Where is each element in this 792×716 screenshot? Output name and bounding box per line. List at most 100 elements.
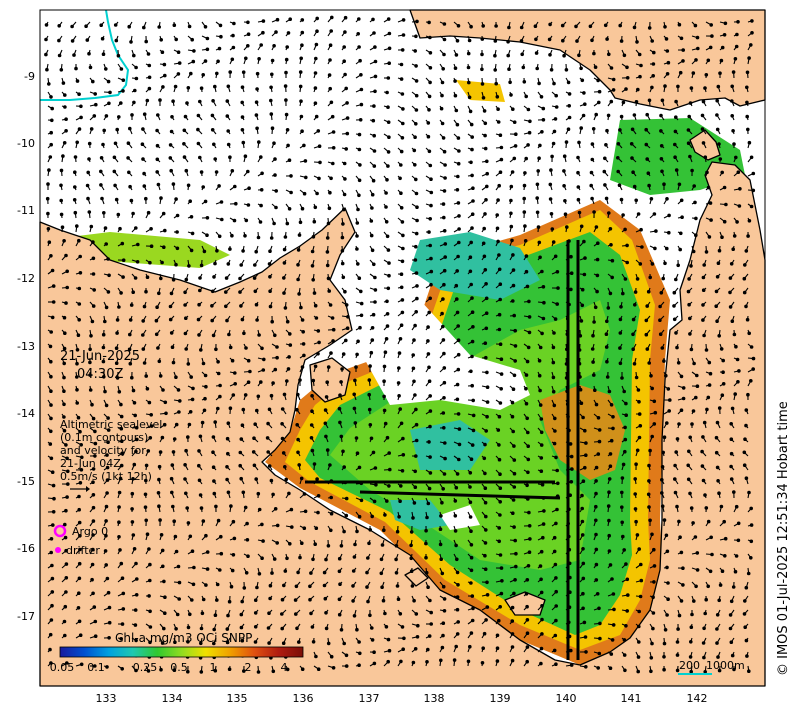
velocity-arrow-head — [268, 304, 273, 309]
velocity-arrow-head — [353, 542, 357, 547]
velocity-arrow-head — [188, 410, 193, 414]
velocity-arrow-head — [257, 140, 261, 144]
velocity-arrow-head — [538, 143, 542, 148]
velocity-arrow-head — [527, 510, 531, 515]
velocity-arrow-head — [498, 170, 503, 174]
velocity-arrow-head — [280, 626, 285, 631]
velocity-arrow-head — [340, 261, 345, 266]
velocity-arrow-head — [443, 255, 448, 259]
velocity-arrow-head — [660, 465, 665, 469]
velocity-arrow-head — [326, 641, 331, 646]
velocity-arrow-head — [652, 422, 657, 426]
velocity-arrow-head — [470, 135, 475, 139]
velocity-arrow-head — [692, 361, 696, 366]
velocity-arrow-head — [370, 638, 375, 642]
velocity-arrow-head — [229, 584, 234, 589]
velocity-arrow-head — [254, 408, 259, 413]
velocity-arrow-head — [471, 325, 475, 329]
velocity-arrow-head — [134, 561, 138, 566]
velocity-arrow-head — [171, 278, 176, 282]
velocity-arrow-head — [78, 534, 82, 538]
velocity-arrow-head — [744, 304, 748, 309]
velocity-arrow-head — [331, 666, 336, 670]
velocity-arrow-head — [91, 480, 95, 485]
velocity-arrow-head — [578, 387, 583, 392]
velocity-arrow-head — [500, 579, 504, 583]
velocity-arrow-head — [590, 38, 594, 43]
velocity-arrow-head — [241, 249, 245, 253]
velocity-arrow-head — [496, 239, 500, 244]
velocity-arrow-head — [594, 562, 599, 567]
velocity-arrow-head — [677, 182, 682, 187]
velocity-arrow-head — [197, 463, 201, 468]
velocity-arrow-head — [213, 84, 217, 89]
velocity-arrow-head — [509, 224, 514, 229]
velocity-arrow-head — [715, 319, 719, 324]
velocity-arrow-head — [506, 39, 510, 44]
velocity-arrow-head — [535, 210, 540, 215]
velocity-arrow-head — [59, 212, 64, 217]
velocity-arrow-head — [341, 352, 346, 356]
velocity-arrow-head — [63, 331, 67, 336]
velocity-arrow-head — [664, 37, 669, 41]
velocity-arrow-head — [443, 176, 447, 180]
velocity-arrow-head — [189, 375, 193, 379]
velocity-arrow-head — [522, 210, 527, 214]
velocity-arrow-head — [742, 612, 747, 616]
velocity-arrow-head — [540, 130, 544, 134]
velocity-arrow-head — [226, 84, 231, 89]
velocity-arrow-head — [49, 537, 54, 541]
velocity-arrow-head — [484, 198, 488, 202]
velocity-arrow-head — [619, 197, 624, 202]
velocity-arrow-head — [635, 533, 640, 537]
velocity-arrow-head — [604, 196, 609, 201]
velocity-arrow-head — [199, 670, 204, 674]
velocity-arrow-head — [645, 112, 650, 117]
velocity-arrow-head — [64, 508, 68, 513]
velocity-arrow-head — [730, 406, 735, 411]
velocity-arrow-head — [751, 367, 756, 371]
velocity-arrow-head — [441, 621, 446, 626]
velocity-arrow-head — [144, 518, 148, 523]
velocity-arrow-head — [357, 663, 361, 668]
velocity-arrow-head — [203, 199, 208, 204]
velocity-arrow-head — [100, 196, 104, 201]
velocity-arrow-head — [65, 269, 69, 274]
velocity-arrow-head — [226, 490, 231, 495]
velocity-arrow-head — [401, 647, 406, 652]
velocity-arrow-head — [540, 632, 544, 636]
velocity-arrow-head — [454, 543, 458, 548]
velocity-arrow-head — [47, 82, 51, 86]
velocity-arrow-head — [338, 420, 342, 425]
velocity-arrow-head — [426, 134, 431, 139]
velocity-arrow-head — [658, 304, 662, 309]
velocity-arrow-head — [315, 29, 319, 34]
velocity-arrow-head — [414, 244, 418, 249]
velocity-arrow-head — [620, 505, 624, 510]
velocity-arrow-head — [275, 355, 279, 360]
velocity-arrow-head — [629, 142, 634, 146]
velocity-arrow-head — [399, 285, 404, 290]
velocity-arrow-head — [59, 183, 63, 188]
velocity-arrow-head — [102, 375, 106, 379]
velocity-arrow-head — [441, 338, 446, 342]
velocity-arrow-head — [48, 155, 53, 159]
velocity-arrow-head — [46, 182, 50, 186]
velocity-arrow-head — [146, 669, 151, 673]
velocity-arrow-head — [527, 130, 532, 135]
velocity-arrow-head — [429, 622, 434, 626]
velocity-arrow-head — [399, 77, 404, 81]
velocity-arrow-head — [62, 428, 67, 433]
velocity-arrow-head — [512, 591, 516, 596]
velocity-arrow-head — [673, 477, 677, 481]
velocity-arrow-head — [387, 31, 392, 36]
velocity-arrow-head — [594, 491, 598, 496]
velocity-arrow-head — [230, 358, 235, 363]
velocity-arrow-head — [541, 106, 546, 111]
velocity-arrow-head — [510, 170, 515, 174]
velocity-arrow-head — [512, 373, 517, 378]
velocity-arrow-head — [272, 44, 276, 48]
velocity-arrow-head — [129, 303, 134, 307]
velocity-arrow-head — [64, 562, 69, 566]
colorbar-tick-label: 0.5 — [170, 661, 188, 674]
